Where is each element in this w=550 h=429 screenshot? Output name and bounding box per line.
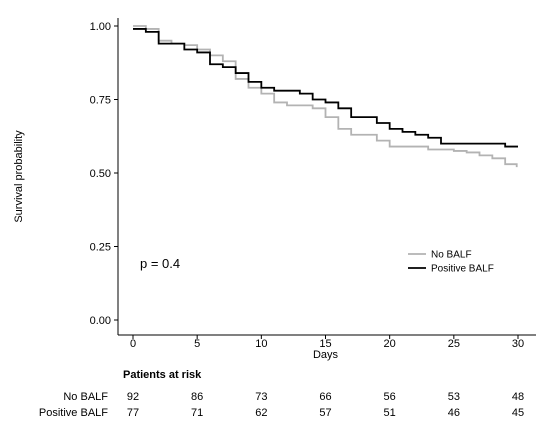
y-tick-label: 0.50 — [90, 168, 111, 180]
legend: No BALF Positive BALF — [408, 250, 494, 275]
risk-cell: 62 — [255, 407, 267, 419]
risk-cell: 66 — [319, 391, 331, 403]
risk-cell: 56 — [384, 391, 396, 403]
y-ticks: 0.00 0.25 0.50 0.75 1.00 — [90, 21, 118, 327]
risk-row-label: Positive BALF — [39, 407, 108, 419]
risk-cell: 77 — [127, 407, 139, 419]
y-tick-label: 0.75 — [90, 95, 111, 107]
risk-cell: 46 — [448, 407, 460, 419]
risk-table-title: Patients at risk — [123, 369, 202, 381]
risk-cell: 53 — [448, 391, 460, 403]
survival-curve-positive-balf — [133, 28, 518, 148]
risk-cell: 48 — [512, 391, 524, 403]
y-tick-label: 0.25 — [90, 242, 111, 254]
risk-cell: 51 — [384, 407, 396, 419]
x-tick-label: 15 — [319, 338, 331, 350]
risk-cell: 71 — [191, 407, 203, 419]
x-axis-title: Days — [313, 349, 339, 361]
x-tick-label: 0 — [130, 338, 136, 350]
risk-row-label: No BALF — [63, 391, 108, 403]
survival-curve-no-balf — [133, 25, 518, 168]
risk-cell: 86 — [191, 391, 203, 403]
legend-label: No BALF — [431, 250, 472, 261]
y-tick-label: 1.00 — [90, 21, 111, 33]
x-tick-label: 10 — [255, 338, 267, 350]
risk-cell: 45 — [512, 407, 524, 419]
risk-cell: 92 — [127, 391, 139, 403]
y-tick-label: 0.00 — [90, 315, 111, 327]
x-tick-label: 30 — [512, 338, 524, 350]
x-tick-label: 25 — [448, 338, 460, 350]
x-tick-label: 5 — [194, 338, 200, 350]
risk-cell: 57 — [319, 407, 331, 419]
plot-area: 0.00 0.25 0.50 0.75 1.00 0 5 10 15 20 25 30 — [90, 18, 536, 350]
y-axis-title: Survival probability — [13, 130, 25, 223]
risk-table: Patients at risk No BALF 92 86 73 66 56 53 48 Po… — [39, 369, 524, 419]
risk-cell: 73 — [255, 391, 267, 403]
x-ticks: 0 5 10 15 20 25 30 — [130, 335, 524, 350]
p-value-annotation: p = 0.4 — [140, 256, 180, 271]
x-tick-label: 20 — [384, 338, 396, 350]
legend-label: Positive BALF — [431, 264, 494, 275]
survival-curves — [133, 25, 518, 168]
